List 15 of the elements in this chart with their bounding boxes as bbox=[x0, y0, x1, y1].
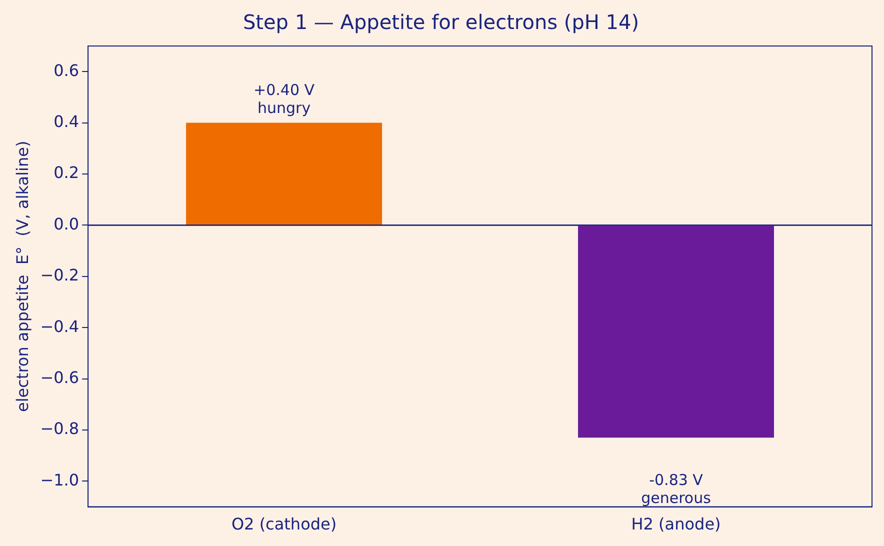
y-tick-label: 0.6 bbox=[54, 60, 80, 80]
x-tick-label: H2 (anode) bbox=[631, 514, 721, 534]
y-tick-label: 0.0 bbox=[54, 214, 80, 234]
x-tick-label: O2 (cathode) bbox=[231, 514, 337, 534]
y-tick-label: −0.4 bbox=[40, 316, 80, 336]
y-tick-label: 0.2 bbox=[54, 163, 80, 182]
y-tick-label: −1.0 bbox=[40, 470, 80, 490]
y-tick-label: 0.4 bbox=[54, 112, 80, 131]
y-tick-label: −0.8 bbox=[40, 419, 80, 438]
y-axis-title: electron appetite E° (V, alkaline) bbox=[12, 140, 32, 412]
data-label: -0.83 V generous bbox=[641, 471, 712, 508]
y-tick-label: −0.2 bbox=[40, 266, 80, 285]
chart-title: Step 1 — Appetite for electrons (pH 14) bbox=[242, 10, 640, 34]
data-label: +0.40 V hungry bbox=[254, 81, 316, 118]
y-tick-label: −0.6 bbox=[40, 368, 80, 387]
